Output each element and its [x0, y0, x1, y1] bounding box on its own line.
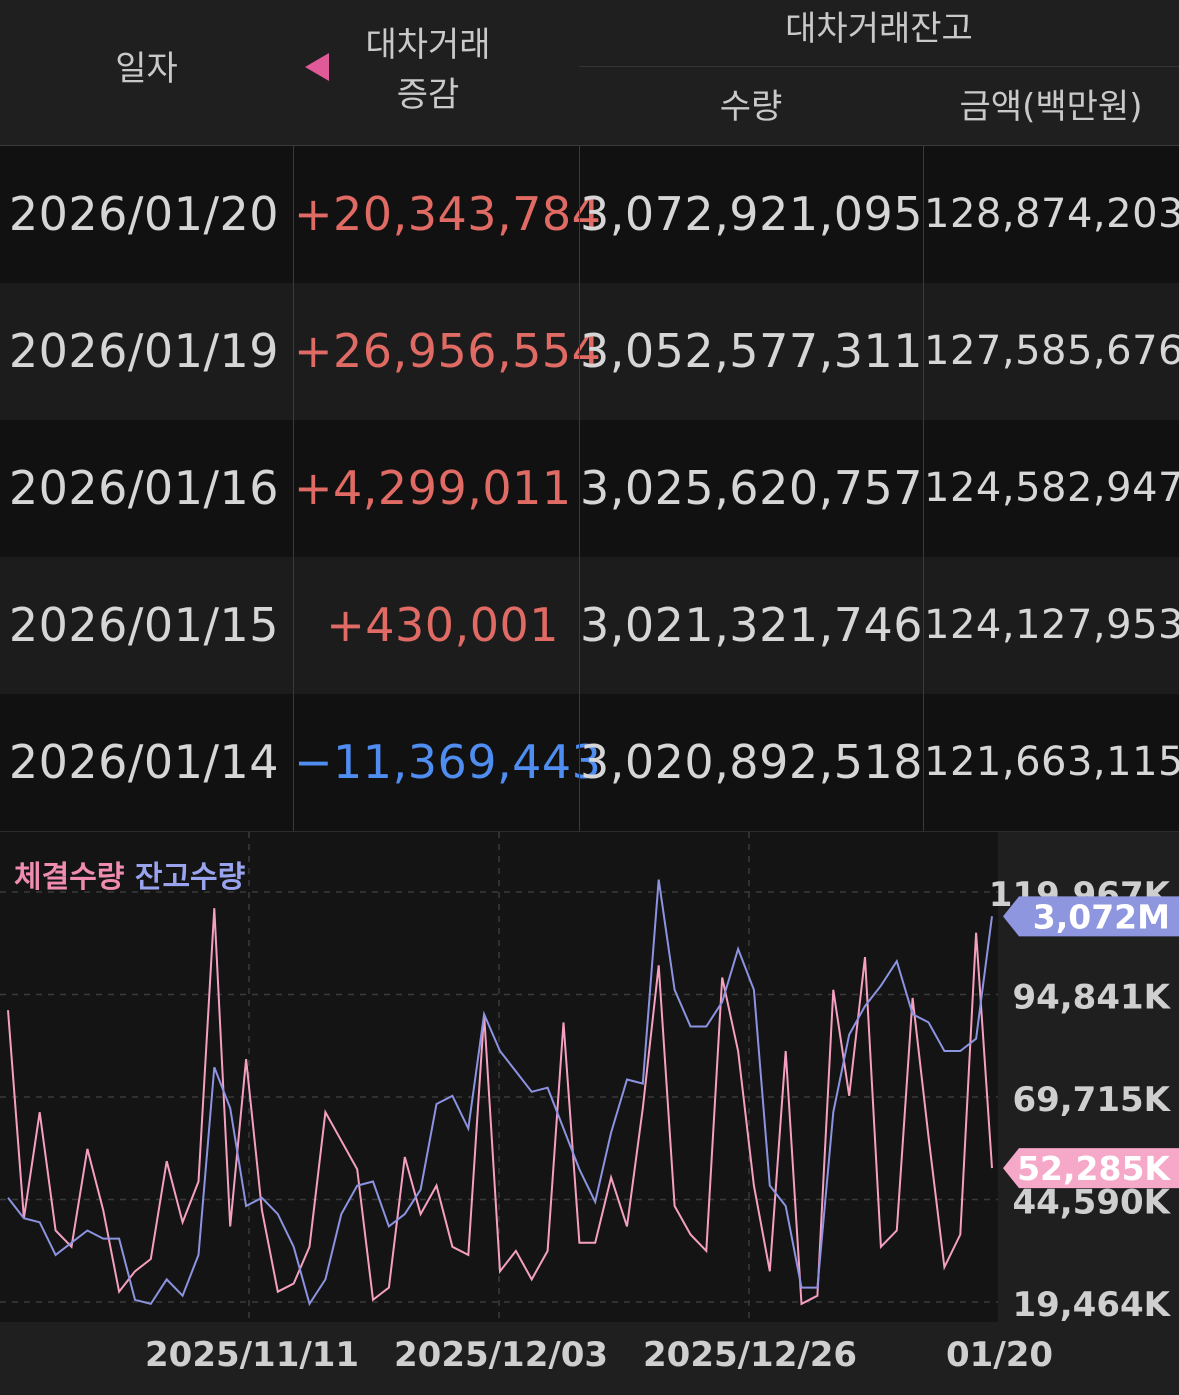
cell-qty: 3,021,321,746: [579, 557, 923, 694]
cell-amount: 127,585,676: [923, 283, 1179, 420]
series-line-balance-qty: [7, 879, 993, 1307]
table-row[interactable]: 2026/01/20 +20,343,784 3,072,921,095 128…: [0, 146, 1179, 284]
series-line-trade-qty: [7, 908, 993, 1306]
sort-left-icon[interactable]: [305, 53, 329, 81]
value-badges: 52,285K 3,072M: [1003, 896, 1179, 1189]
table-row[interactable]: 2026/01/14 −11,369,443 3,020,892,518 121…: [0, 694, 1179, 832]
header-balance-group: 대차거래잔고: [785, 9, 973, 49]
table-row[interactable]: 2026/01/15 +430,001 3,021,321,746 124,12…: [0, 557, 1179, 695]
cell-change: +20,343,784: [293, 146, 601, 283]
series-group: [7, 879, 993, 1307]
table-row[interactable]: 2026/01/16 +4,299,011 3,025,620,757 124,…: [0, 420, 1179, 558]
badge-trade-qty: [1003, 1148, 1179, 1189]
y-tick-label: 19,464K: [1012, 1285, 1171, 1322]
legend-trade-qty[interactable]: 체결수량: [14, 860, 125, 895]
badge-label: 3,072M: [1033, 897, 1170, 936]
cell-change: +4,299,011: [293, 420, 579, 557]
table-header: 일자 대차거래 증감 대차거래잔고 수량 금액(백만원): [0, 0, 1179, 146]
table-row[interactable]: 2026/01/19 +26,956,554 3,052,577,311 127…: [0, 283, 1179, 421]
cell-date: 2026/01/16: [8, 461, 279, 515]
cell-date: 2026/01/15: [8, 598, 279, 652]
header-change-line2[interactable]: 증감: [396, 75, 460, 115]
x-label: 2025/11/11: [145, 1335, 360, 1375]
x-axis: [0, 1322, 1179, 1395]
cell-qty: 3,020,892,518: [579, 694, 923, 831]
cell-change: +430,001: [293, 557, 579, 694]
cell-change: −11,369,443: [293, 694, 601, 831]
header-qty[interactable]: 수량: [719, 87, 783, 127]
cell-qty: 3,025,620,757: [579, 420, 923, 557]
y-tick-label: 69,715K: [1012, 1080, 1171, 1120]
cell-qty: 3,052,577,311: [579, 283, 923, 420]
chart-legend: 체결수량 잔고수량: [14, 852, 245, 896]
header-change-line1[interactable]: 대차거래: [365, 25, 491, 65]
header-amount[interactable]: 금액(백만원): [959, 87, 1143, 127]
cell-date: 2026/01/20: [8, 187, 279, 241]
cell-date: 2026/01/19: [8, 324, 279, 378]
cell-amount: 124,127,953: [923, 557, 1179, 694]
cell-amount: 121,663,115: [923, 694, 1179, 831]
y-tick-label: 44,590K: [1012, 1183, 1171, 1223]
y-tick-label: 94,841K: [1012, 978, 1171, 1018]
legend-balance-qty[interactable]: 잔고수량: [134, 860, 246, 895]
cell-qty: 3,072,921,095: [579, 146, 923, 283]
header-divider: [579, 66, 1179, 67]
cell-amount: 128,874,203: [923, 146, 1179, 283]
header-date[interactable]: 일자: [115, 49, 178, 89]
cell-date: 2026/01/14: [8, 735, 279, 789]
badge-label: 52,285K: [1017, 1149, 1171, 1188]
badge-balance-qty: [1003, 896, 1179, 937]
cell-change: +26,956,554: [293, 283, 601, 420]
x-label: 01/20: [946, 1335, 1054, 1375]
cell-amount: 124,582,947: [923, 420, 1179, 557]
x-label: 2025/12/03: [394, 1335, 609, 1375]
x-label: 2025/12/26: [643, 1335, 858, 1375]
